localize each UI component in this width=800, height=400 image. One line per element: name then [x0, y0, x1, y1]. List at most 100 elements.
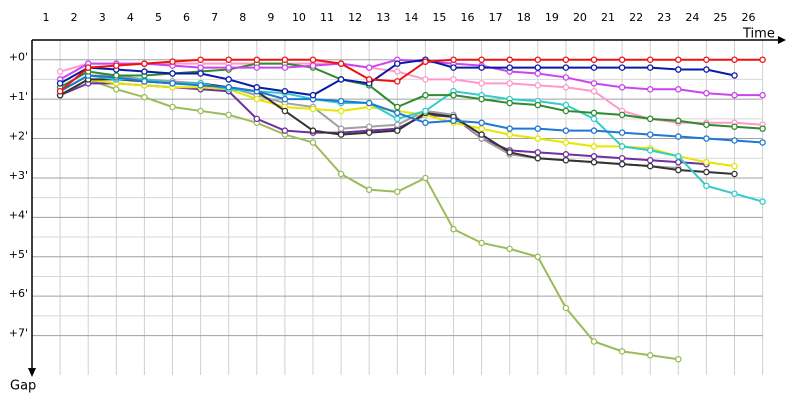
data-point [337, 131, 345, 138]
data-point [506, 245, 513, 253]
data-point [590, 153, 598, 160]
data-point [703, 66, 710, 73]
data-point [618, 84, 626, 91]
data-point [141, 60, 148, 67]
data-point [646, 64, 654, 71]
data-point [731, 162, 738, 170]
data-point [590, 64, 598, 71]
data-point [534, 82, 542, 89]
data-point [309, 62, 317, 69]
data-point [197, 70, 204, 77]
data-point [225, 76, 232, 83]
data-point [675, 355, 682, 363]
x-tick-label: 16 [461, 11, 475, 24]
data-point [534, 154, 542, 162]
data-point [365, 186, 373, 194]
x-tick-label: 6 [183, 11, 190, 24]
data-point [534, 135, 542, 142]
data-point [562, 107, 570, 115]
data-point [309, 56, 317, 63]
data-point [759, 56, 766, 63]
data-point [169, 58, 176, 65]
data-point [590, 143, 598, 150]
data-point [506, 56, 513, 63]
data-point [562, 304, 570, 312]
x-tick-label: 25 [713, 11, 727, 24]
x-tick-label: 15 [432, 11, 446, 24]
data-point [56, 80, 64, 87]
data-point [618, 348, 626, 355]
data-point [534, 125, 542, 132]
data-point [478, 95, 485, 103]
data-point [478, 56, 485, 63]
data-point [225, 64, 232, 71]
data-point [337, 107, 345, 115]
data-point [731, 137, 738, 144]
data-point [534, 70, 542, 77]
data-point [365, 76, 373, 83]
data-point [281, 87, 289, 95]
x-tick-label: 3 [99, 11, 106, 24]
data-point [394, 115, 401, 123]
data-point [84, 64, 92, 71]
data-point [731, 91, 738, 99]
data-point [450, 117, 457, 125]
data-point [394, 121, 401, 128]
x-tick-label: 5 [155, 11, 162, 24]
data-point [562, 74, 570, 81]
data-point [113, 72, 120, 79]
data-point [141, 68, 148, 75]
data-point [197, 82, 204, 89]
data-point [703, 89, 710, 97]
data-point [394, 188, 401, 195]
data-point [478, 131, 485, 138]
data-point [365, 129, 373, 136]
data-point [225, 111, 232, 119]
x-tick-label: 26 [742, 11, 756, 24]
data-point [337, 125, 345, 132]
data-point [703, 56, 710, 63]
y-tick-label: +4' [9, 208, 28, 221]
y-tick-label: +0' [9, 51, 28, 64]
data-point [309, 139, 317, 146]
data-point [703, 182, 710, 190]
x-tick-label: 11 [320, 11, 334, 24]
data-point [731, 190, 738, 197]
data-point [141, 78, 148, 85]
data-point [646, 131, 654, 138]
data-point [450, 76, 457, 83]
data-point [534, 253, 542, 261]
data-point [759, 125, 766, 132]
data-point [253, 56, 261, 63]
data-point [675, 117, 682, 125]
data-point [675, 153, 682, 160]
data-point [675, 56, 682, 63]
data-point [590, 80, 598, 87]
data-point [394, 109, 401, 117]
data-point [113, 86, 120, 93]
y-tick-label: +1' [9, 90, 28, 103]
data-point [618, 129, 626, 136]
data-point [675, 133, 682, 140]
data-point [562, 156, 570, 164]
series-line [59, 58, 763, 97]
data-point [281, 107, 289, 115]
data-point [506, 80, 513, 87]
data-point [422, 119, 429, 127]
data-point [618, 143, 626, 150]
data-point [590, 56, 598, 63]
x-axis-title: Time [742, 27, 775, 42]
data-point [253, 115, 261, 123]
x-tick-label: 18 [517, 11, 531, 24]
data-point [169, 103, 176, 111]
y-tick-label: +7' [9, 327, 28, 340]
data-point [365, 123, 373, 130]
x-tick-label: 8 [239, 11, 246, 24]
data-point [562, 101, 570, 109]
data-point [618, 160, 626, 168]
data-point [731, 56, 738, 63]
data-point [562, 139, 570, 146]
data-point [506, 125, 513, 132]
data-point [646, 115, 654, 123]
data-point [113, 62, 120, 69]
